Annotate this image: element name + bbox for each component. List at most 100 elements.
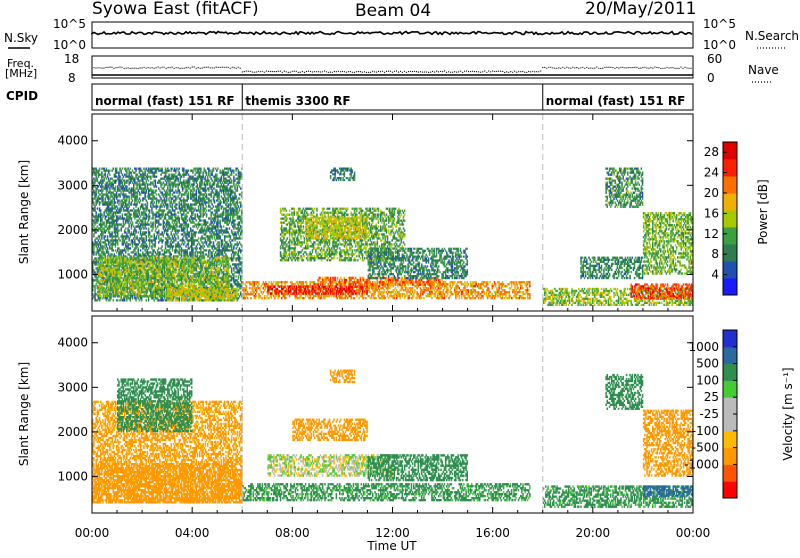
heatmap-cell [177,237,179,239]
heatmap-cell [181,203,183,205]
heatmap-cell [109,245,111,247]
heatmap-cell [179,247,181,249]
nave-dot [396,70,397,71]
heatmap-cell [93,225,95,227]
heatmap-cell [126,199,128,201]
heatmap-cell [194,251,196,253]
heatmap-cell [235,174,237,176]
heatmap-cell [158,168,160,170]
heatmap-cell [222,233,224,235]
heatmap-cell [194,217,196,219]
nave-dot [246,70,247,71]
heatmap-cell [93,269,95,271]
heatmap-cell [182,185,184,187]
nsky-bottom-tick: 10^0 [53,38,86,52]
heatmap-cell [173,178,175,180]
heatmap-cell [105,235,107,237]
heatmap-cell [209,257,211,259]
heatmap-cell [132,297,134,299]
heatmap-cell [224,243,226,245]
nave-dot [460,71,461,72]
heatmap-cell [165,201,167,203]
heatmap-cell [177,255,179,257]
heatmap-cell [100,209,102,211]
heatmap-cell [106,225,108,227]
heatmap-cell [181,225,183,227]
heatmap-cell [188,170,190,172]
heatmap-cell [97,225,99,227]
heatmap-cell [138,297,140,299]
heatmap-cell [212,180,214,182]
nave-dot [320,71,321,72]
heatmap-cell [226,201,228,203]
heatmap-cell [148,273,150,275]
heatmap-cell [217,219,219,221]
heatmap-cell [94,182,96,184]
heatmap-cell [156,227,158,229]
heatmap-cell [202,176,204,178]
heatmap-cell [218,241,220,243]
nave-dot [370,72,371,73]
nave-dot [398,72,399,73]
nave-dot [474,71,475,72]
heatmap-cell [187,237,189,239]
heatmap-cell [107,247,109,249]
nave-dot [602,68,603,69]
heatmap-cell [225,199,227,201]
heatmap-cell [205,233,207,235]
heatmap-cell [115,187,117,189]
heatmap-cell [133,251,135,253]
heatmap-cell [177,235,179,237]
heatmap-cell [205,199,207,201]
heatmap-cell [206,241,208,243]
station-title: Syowa East (fitACF) [92,0,259,19]
heatmap-cell [228,172,230,174]
nave-dot [554,68,555,69]
heatmap-cell [111,199,113,201]
heatmap-cell [113,168,115,170]
heatmap-cell [205,211,207,213]
heatmap-cell [188,245,190,247]
nave-dot [472,71,473,72]
heatmap-cell [116,221,118,223]
heatmap-cell [174,211,176,213]
heatmap-cell [174,168,176,170]
heatmap-cell [225,178,227,180]
nave-dot [442,71,443,72]
heatmap-cell [132,223,134,225]
heatmap-cell [136,221,138,223]
heatmap-cell [128,211,130,213]
heatmap-cell [122,174,124,176]
heatmap-cell [231,255,233,257]
heatmap-cell [93,245,95,247]
heatmap-cell [123,207,125,209]
heatmap-cell [188,225,190,227]
nave-dot [626,67,627,68]
heatmap-cell [200,211,202,213]
heatmap-cell [94,295,96,297]
heatmap-cell [128,231,130,233]
heatmap-cell [191,197,193,199]
heatmap-cell [192,237,194,239]
heatmap-cell [159,215,161,217]
heatmap-cell [228,205,230,207]
heatmap-cell [146,243,148,245]
heatmap-cell [229,227,231,229]
heatmap-cell [152,253,154,255]
heatmap-cell [200,247,202,249]
heatmap-cell [93,203,95,205]
heatmap-cell [150,178,152,180]
heatmap-cell [155,245,157,247]
heatmap-cell [164,189,166,191]
heatmap-cell [136,191,138,193]
heatmap-cell [143,247,145,249]
heatmap-cell [94,239,96,241]
heatmap-cell [175,219,177,221]
heatmap-cell [106,211,108,213]
heatmap-cell [197,255,199,257]
nave-dot [620,67,621,68]
heatmap-cell [95,195,97,197]
heatmap-cell [188,223,190,225]
heatmap-cell [146,227,148,229]
nave-dot [144,67,145,68]
